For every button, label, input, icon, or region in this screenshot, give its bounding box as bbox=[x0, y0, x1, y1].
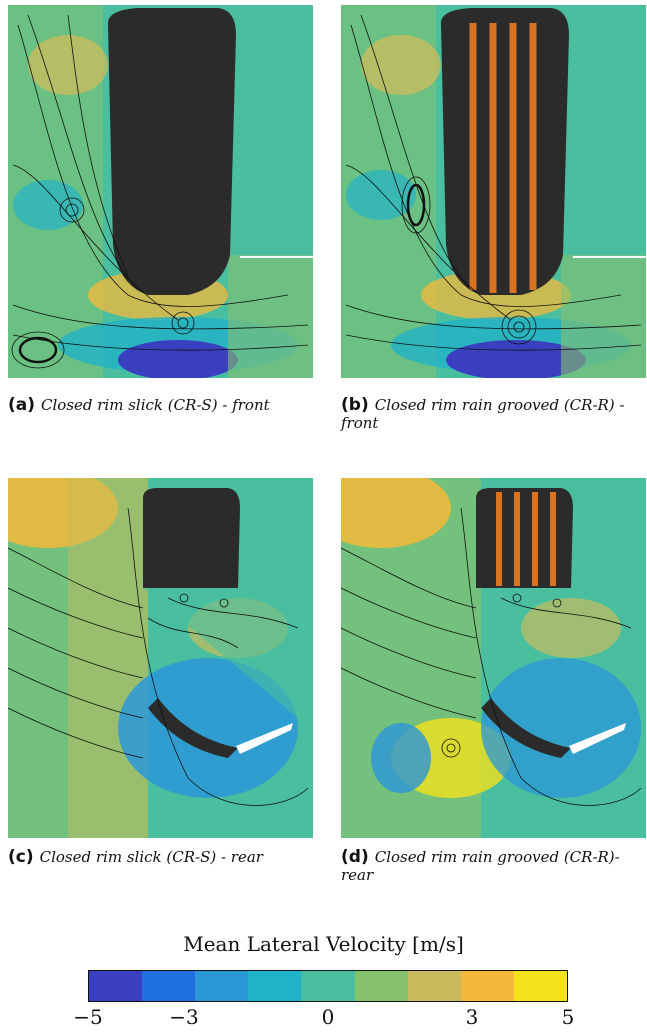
caption-text: Closed rim rain grooved (CR-R) - front bbox=[341, 396, 625, 432]
caption-label: (c) bbox=[8, 847, 34, 867]
caption-text: Closed rim slick (CR-S) - front bbox=[41, 396, 270, 414]
colorbar-segment bbox=[142, 971, 196, 1001]
panel-a-flow-field bbox=[8, 5, 313, 378]
colorbar-tick-label: −3 bbox=[169, 1005, 199, 1029]
panel-d-flow-field bbox=[341, 478, 646, 838]
flow-field-image-a bbox=[8, 5, 313, 378]
colorbar-tick-label: 3 bbox=[465, 1005, 479, 1029]
caption-c: (c) Closed rim slick (CR-S) - rear bbox=[8, 848, 316, 866]
panel-b-flow-field bbox=[341, 5, 646, 378]
colorbar-segment bbox=[513, 971, 567, 1001]
colorbar-segment bbox=[407, 971, 461, 1001]
colorbar bbox=[88, 970, 568, 1002]
flow-field-image-c bbox=[8, 478, 313, 838]
caption-d: (d) Closed rim rain grooved (CR-R)- rear bbox=[341, 848, 647, 884]
flow-field-image-d bbox=[341, 478, 646, 838]
flow-field-image-b bbox=[341, 5, 646, 378]
panel-c-flow-field bbox=[8, 478, 313, 838]
colorbar-segment bbox=[248, 971, 302, 1001]
caption-b: (b) Closed rim rain grooved (CR-R) - fron… bbox=[341, 396, 647, 432]
caption-text: Closed rim slick (CR-S) - rear bbox=[39, 848, 263, 866]
caption-label: (d) bbox=[341, 847, 369, 867]
colorbar-segment bbox=[195, 971, 249, 1001]
colorbar-segment bbox=[301, 971, 355, 1001]
caption-label: (b) bbox=[341, 395, 369, 415]
colorbar-tick-label: 0 bbox=[321, 1005, 335, 1029]
colorbar-segment bbox=[460, 971, 514, 1001]
colorbar-title: Mean Lateral Velocity [m/s] bbox=[183, 932, 464, 956]
colorbar-segment bbox=[354, 971, 408, 1001]
colorbar-tick-label: −5 bbox=[73, 1005, 103, 1029]
caption-text: Closed rim rain grooved (CR-R)- rear bbox=[341, 848, 620, 884]
colorbar-segment bbox=[89, 971, 143, 1001]
caption-a: (a) Closed rim slick (CR-S) - front bbox=[8, 396, 316, 414]
colorbar-tick-label: 5 bbox=[561, 1005, 575, 1029]
caption-label: (a) bbox=[8, 395, 36, 415]
